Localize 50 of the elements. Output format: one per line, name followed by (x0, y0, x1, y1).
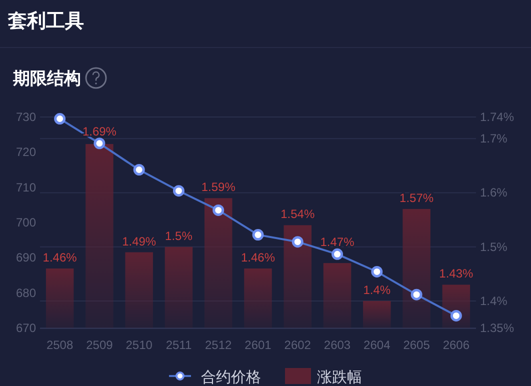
x-tick-label: 2508 (46, 338, 74, 352)
y2-tick-label: 1.7% (480, 132, 508, 146)
point (410, 288, 422, 300)
data-label: 1.59% (201, 180, 236, 194)
y2-tick-label: 1.74% (480, 110, 514, 124)
point (332, 248, 344, 260)
data-label: 1.46% (240, 250, 276, 264)
point (133, 164, 145, 176)
data-label: 1.69% (82, 124, 117, 138)
y2-tick-label: 1.6% (480, 186, 508, 200)
x-tick-label: 2510 (126, 338, 153, 352)
data-label: 1.49% (122, 234, 156, 248)
data-label: 1.5% (165, 228, 193, 243)
chart-title: 套利工具 (7, 10, 84, 32)
point (371, 266, 383, 278)
point (212, 204, 224, 216)
x-tick-label: 2602 (284, 338, 312, 352)
y2-tick-label: 1.5% (480, 240, 508, 254)
data-label: 1.47% (320, 235, 355, 250)
data-label: 1.43% (439, 266, 474, 281)
point (172, 185, 184, 197)
y-tick-label: 700 (16, 216, 36, 230)
legend-label: 涨跌幅 (317, 369, 362, 386)
point (252, 229, 264, 241)
data-label: 1.4% (363, 282, 391, 297)
x-tick-label: 2601 (244, 338, 272, 352)
y-tick-label: 670 (16, 321, 36, 335)
y-tick-label: 720 (16, 145, 36, 160)
x-tick-label: 2606 (442, 338, 470, 352)
point (94, 138, 106, 150)
data-label: 1.57% (400, 190, 434, 205)
x-tick-label: 2604 (364, 338, 391, 352)
x-tick-label: 2603 (324, 338, 351, 352)
y-tick-label: 710 (16, 180, 36, 194)
y2-tick-label: 1.35% (480, 321, 514, 335)
data-label: 1.54% (280, 207, 315, 222)
chart-subtitle: 期限结构 (12, 69, 81, 88)
y-tick-label: 730 (16, 110, 36, 124)
point (292, 236, 304, 248)
x-tick-label: 2511 (166, 338, 192, 352)
y-tick-label: 690 (16, 250, 36, 265)
x-tick-label: 2605 (403, 338, 430, 352)
data-label: 1.46% (42, 250, 78, 264)
y2-tick-label: 1.4% (480, 294, 508, 308)
legend-label: 合约价格 (201, 369, 261, 386)
x-tick-label: 2512 (205, 338, 232, 352)
x-tick-label: 2509 (86, 338, 114, 352)
y-tick-label: 680 (16, 286, 36, 300)
point (450, 310, 462, 322)
point (54, 113, 66, 125)
